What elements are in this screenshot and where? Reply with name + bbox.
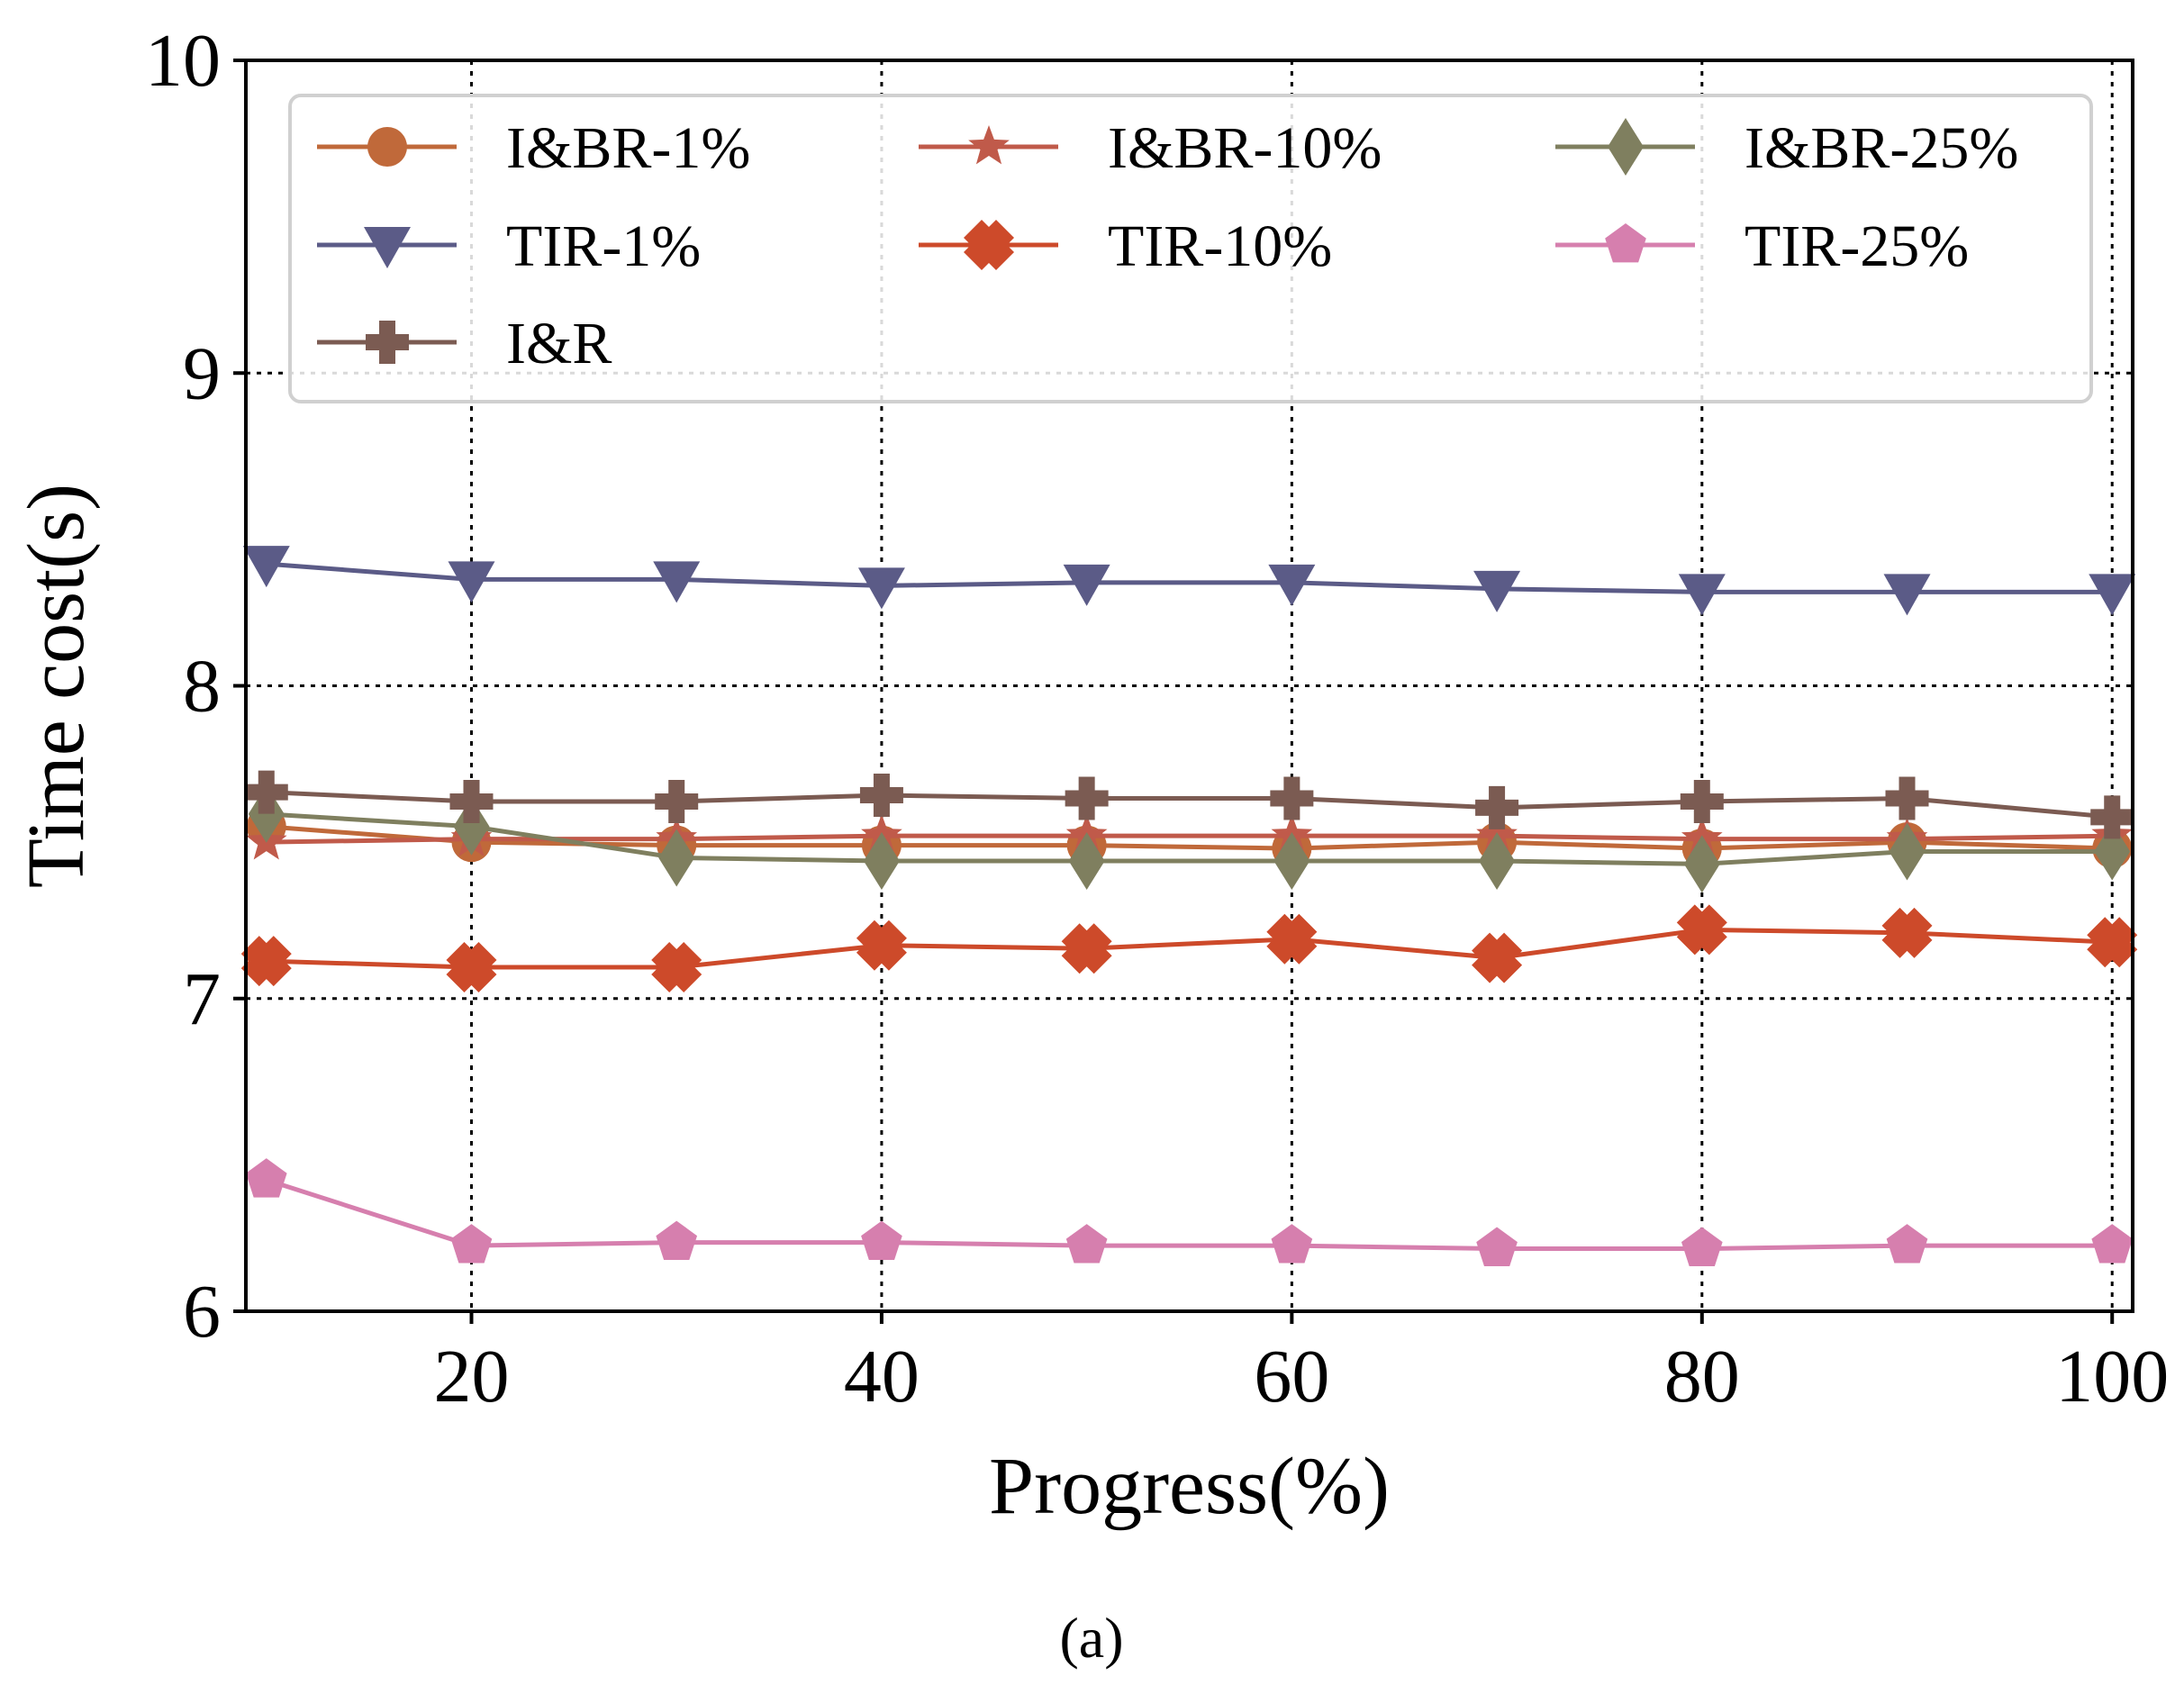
legend-item: I&BR-1% [317,115,750,181]
data-point [1889,822,1926,881]
legend-item: TIR-1% [317,213,701,279]
series-line [266,811,2113,866]
data-point [1472,932,1523,983]
data-point [244,770,288,814]
data-point [656,1220,698,1261]
x-tick-label: 40 [844,1335,920,1418]
data-point [449,779,494,823]
data-point [1681,1227,1723,1266]
data-point [1479,831,1516,890]
data-point [2089,574,2136,616]
legend-item: TIR-25% [1555,213,1969,279]
series-tir-1pct [242,546,2136,616]
data-point [2090,795,2134,839]
data-point [1473,570,1521,612]
series-tir-10pct [240,904,2138,993]
legend-box [288,94,2093,403]
data-point [1676,904,1727,956]
x-axis-title: Progress(%) [989,1442,1390,1531]
legend-marker [367,127,407,167]
series-line [266,790,2113,820]
data-point [1476,1227,1518,1266]
y-tick-label: 10 [145,19,221,103]
data-point [658,829,695,887]
legend-marker [964,220,1014,270]
x-tick-label: 20 [433,1335,509,1418]
data-point [857,567,905,610]
legend: I&BR-1% I&BR-10% I&BR-25% TIR-1% TIR-10% TIR-… [288,94,2093,403]
x-tick-label: 80 [1664,1335,1740,1418]
series-iandbr-25pct [248,784,2131,893]
legend-label: I&R [506,311,612,376]
series-line [266,833,2113,845]
data-point [1063,564,1110,606]
data-point [1266,913,1318,965]
data-point [242,546,290,588]
data-point [2094,822,2131,881]
ticks: 20 40 60 80 100 6 7 8 9 10 [145,19,2169,1418]
data-point [450,1224,493,1264]
x-tick-label: 100 [2055,1335,2169,1418]
data-point [245,1158,287,1198]
data-point [1268,564,1316,606]
data-point [2091,1224,2134,1264]
data-point [1475,785,1519,829]
data-point [655,779,699,823]
series-line [266,927,2113,970]
legend-label: I&BR-10% [1108,115,1382,181]
legend-label: TIR-10% [1108,213,1332,279]
legend-marker [364,227,411,268]
x-tick-label: 60 [1254,1335,1329,1418]
data-point [856,920,907,971]
data-point [240,936,292,987]
legend-marker [968,125,1010,165]
series-line [266,1177,2113,1252]
data-point [1883,574,1931,616]
legend-item: I&BR-25% [1555,115,2018,181]
y-tick-label: 9 [183,331,221,415]
data-point [859,774,903,818]
data-point [446,942,497,993]
data-point [1065,1224,1108,1264]
y-tick-label: 8 [183,645,221,729]
data-point [1886,1224,1928,1264]
y-axis-title: Time cost(s) [12,484,101,888]
data-point [1881,907,1933,958]
data-point [1680,779,1724,823]
data-point [863,831,900,890]
data-point [2087,917,2138,968]
series-iandr [244,770,2134,839]
legend-label: TIR-25% [1744,213,1969,279]
legend-item: I&BR-10% [919,115,1382,181]
data-point [453,797,490,856]
data-point [1678,574,1726,616]
legend-marker [1608,118,1644,176]
legend-label: I&BR-25% [1744,115,2018,181]
legend-label: I&BR-1% [506,115,750,181]
data-point [653,561,701,603]
data-point [1683,835,1720,893]
data-point [1885,776,1929,820]
data-point [1065,776,1109,820]
legend-marker [1605,223,1646,263]
series-layer [240,546,2138,1266]
data-point [651,942,702,993]
legend-marker [366,321,409,364]
data-point [448,561,495,603]
figure-caption: (a) [1059,1606,1123,1670]
data-point [1271,1224,1313,1264]
data-point [1068,831,1105,890]
data-point [861,1220,902,1261]
y-tick-label: 7 [183,957,221,1041]
data-point [1061,923,1112,974]
legend-item: I&R [317,311,612,376]
series-tir-25pct [245,1158,2134,1266]
series-line [266,561,2113,594]
legend-label: TIR-1% [506,213,701,279]
data-point [1273,831,1310,890]
y-tick-label: 6 [183,1270,221,1354]
legend-item: TIR-10% [919,213,1332,279]
data-point [1270,776,1314,820]
